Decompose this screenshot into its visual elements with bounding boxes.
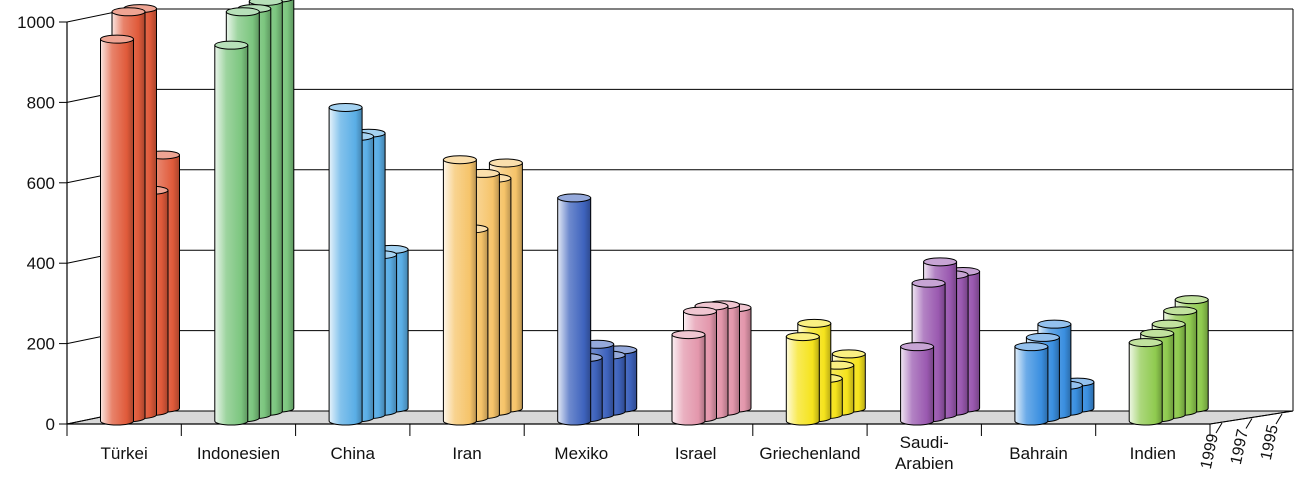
x-tick-label-line: Griechenland xyxy=(759,444,860,463)
bar-group-3 xyxy=(328,102,409,426)
bar-top xyxy=(683,306,717,316)
bar-top xyxy=(442,155,477,165)
x-tick-label: Mexiko xyxy=(554,444,608,463)
bar-top xyxy=(671,330,706,340)
x-tick-label-line: Türkei xyxy=(101,444,148,463)
bar xyxy=(214,44,249,426)
bar-group-7 xyxy=(785,318,866,426)
bar xyxy=(442,159,477,426)
depth-tick-label: 1995 xyxy=(1258,423,1282,461)
bar-top xyxy=(214,40,249,50)
depth-tick-label: 1999 xyxy=(1198,432,1222,470)
bar xyxy=(328,106,363,426)
depth-tick xyxy=(1215,422,1223,434)
y-tick-label: 0 xyxy=(46,415,55,434)
bar-group-4 xyxy=(442,155,523,426)
x-tick-label-line: Mexiko xyxy=(554,444,608,463)
x-tick-label: China xyxy=(331,444,376,463)
x-tick-label: Türkei xyxy=(101,444,148,463)
bar-top xyxy=(831,349,866,359)
bar-top xyxy=(1037,319,1072,329)
y-tick-label: 400 xyxy=(27,254,55,273)
depth-tick xyxy=(1275,413,1283,425)
bar-group-1 xyxy=(100,4,180,426)
y-tick-label: 200 xyxy=(27,335,55,354)
x-tick-label-line: Bahrain xyxy=(1009,444,1068,463)
bar-top xyxy=(900,342,935,352)
x-tick-label-line: China xyxy=(331,444,376,463)
bar-top xyxy=(1014,342,1049,352)
bar xyxy=(557,197,592,426)
depth-axis xyxy=(1209,410,1294,425)
bar-top xyxy=(1163,306,1198,316)
bar-top xyxy=(797,318,832,328)
bar xyxy=(900,346,935,426)
x-tick-label-line: Israel xyxy=(675,444,717,463)
bar xyxy=(100,38,134,426)
x-tick-label-line: Arabien xyxy=(895,454,954,473)
bar-top xyxy=(100,34,134,44)
bar-group-2 xyxy=(214,0,295,426)
y-tick-label: 600 xyxy=(27,174,55,193)
bar-top xyxy=(785,332,820,342)
bar-top xyxy=(911,278,946,288)
bar-top xyxy=(225,7,260,17)
x-tick-label-line: Saudi- xyxy=(900,433,949,452)
x-tick-label: Iran xyxy=(452,444,481,463)
x-tick-label: Griechenland xyxy=(759,444,860,463)
bar-top xyxy=(923,257,958,267)
bar xyxy=(785,336,820,426)
bar-group-5 xyxy=(557,193,638,426)
bar xyxy=(671,334,706,426)
x-tick-label-line: Indien xyxy=(1130,444,1176,463)
bar-group-8 xyxy=(900,257,981,426)
depth-tick-label: 1997 xyxy=(1228,428,1252,466)
bar-group-6 xyxy=(671,300,752,426)
bar-top xyxy=(1128,338,1163,348)
x-tick-label: Israel xyxy=(675,444,717,463)
x-tick-label-line: Indonesien xyxy=(197,444,280,463)
bar-top xyxy=(1025,332,1060,342)
x-tick-label: Indonesien xyxy=(197,444,280,463)
bar-top xyxy=(1174,295,1209,305)
x-tick-label: Bahrain xyxy=(1009,444,1068,463)
bar-group-10 xyxy=(1128,295,1209,426)
bar xyxy=(1128,342,1163,426)
y-tick-label: 1000 xyxy=(17,13,55,32)
bar-top xyxy=(557,193,592,203)
bar-top xyxy=(1140,328,1175,338)
chart-bars xyxy=(100,0,1209,426)
y-tick-label: 800 xyxy=(27,93,55,112)
bar-top xyxy=(488,158,523,168)
x-tick-label: Indien xyxy=(1130,444,1176,463)
bar-top xyxy=(1151,319,1186,329)
bar xyxy=(1014,346,1049,426)
x-tick-label-line: Iran xyxy=(452,444,481,463)
bar-group-9 xyxy=(1014,319,1095,426)
bar-top xyxy=(111,7,146,17)
depth-tick xyxy=(1245,418,1253,429)
bar-top xyxy=(328,102,363,112)
x-tick-label: Saudi- Arabien xyxy=(895,433,954,473)
